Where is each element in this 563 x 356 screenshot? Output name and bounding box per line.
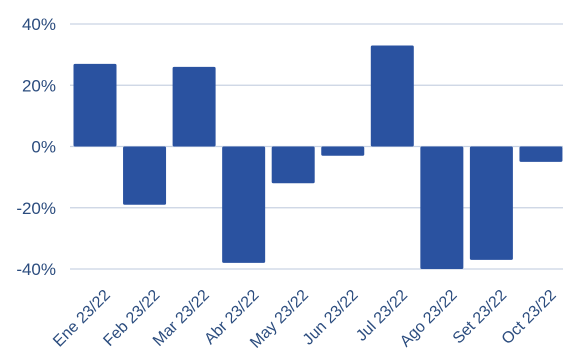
bar xyxy=(420,146,464,269)
x-category-label: Oct 23/22 xyxy=(499,287,560,348)
y-tick-label: 0% xyxy=(31,138,56,157)
bar xyxy=(172,66,216,147)
bar xyxy=(73,63,117,147)
bar xyxy=(321,146,365,156)
bar xyxy=(519,146,563,162)
bar xyxy=(370,45,414,147)
bar xyxy=(271,146,315,184)
bar xyxy=(469,146,513,260)
y-tick-label: -20% xyxy=(16,199,56,218)
bar xyxy=(123,146,167,205)
bar xyxy=(222,146,266,263)
y-tick-label: 20% xyxy=(22,76,56,95)
y-tick-label: -40% xyxy=(16,260,56,279)
y-axis-ticks: 40% 20% 0% -20% -40% xyxy=(16,15,56,279)
bars xyxy=(73,45,563,269)
y-tick-label: 40% xyxy=(22,15,56,34)
